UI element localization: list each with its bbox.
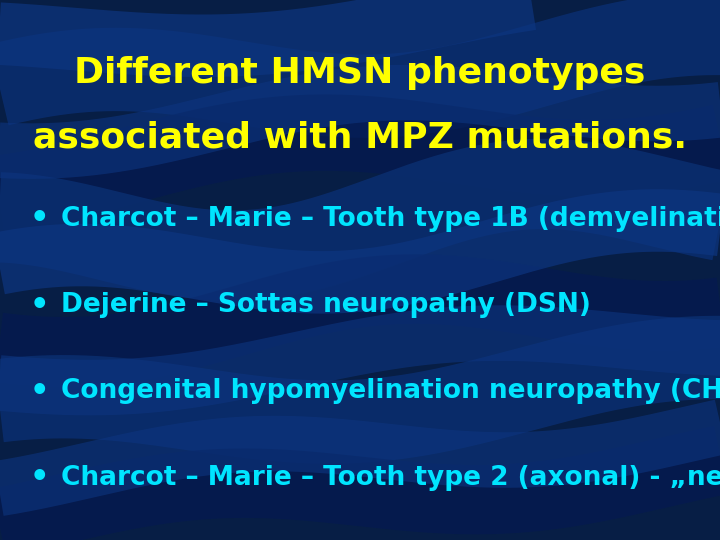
Text: associated with MPZ mutations.: associated with MPZ mutations. (33, 121, 687, 154)
Text: Congenital hypomyelination neuropathy (CHN): Congenital hypomyelination neuropathy (C… (61, 379, 720, 404)
Text: •: • (30, 204, 50, 233)
Text: Dejerine – Sottas neuropathy (DSN): Dejerine – Sottas neuropathy (DSN) (61, 292, 591, 318)
Text: •: • (30, 463, 50, 492)
Text: Charcot – Marie – Tooth type 2 (axonal) - „new“: Charcot – Marie – Tooth type 2 (axonal) … (61, 465, 720, 491)
Text: •: • (30, 377, 50, 406)
Text: Different HMSN phenotypes: Different HMSN phenotypes (74, 56, 646, 90)
Text: Charcot – Marie – Tooth type 1B (demyelinating): Charcot – Marie – Tooth type 1B (demyeli… (61, 206, 720, 232)
Text: •: • (30, 291, 50, 320)
